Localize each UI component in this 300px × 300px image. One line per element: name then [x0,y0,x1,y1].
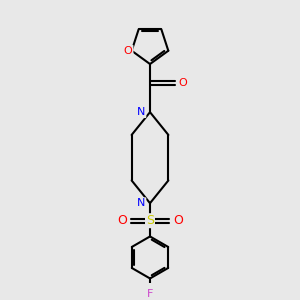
Text: N: N [137,198,146,208]
Text: O: O [117,214,127,227]
Text: F: F [147,289,153,299]
Text: S: S [146,214,154,227]
Text: O: O [178,78,187,88]
Text: O: O [173,214,183,227]
Text: O: O [124,46,133,56]
Text: N: N [137,107,146,117]
